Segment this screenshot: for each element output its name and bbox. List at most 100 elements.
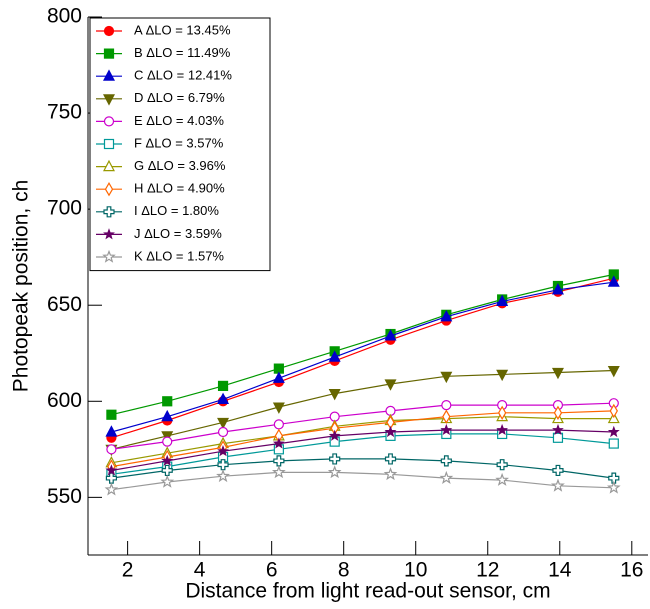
- series-line: [111, 281, 614, 433]
- marker: [441, 400, 452, 411]
- marker: [104, 482, 119, 496]
- marker: [106, 444, 117, 455]
- marker: [607, 365, 620, 378]
- marker: [552, 432, 564, 443]
- marker: [328, 429, 341, 441]
- marker: [272, 402, 285, 414]
- x-tick-label: 16: [620, 559, 643, 582]
- marker: [440, 423, 453, 436]
- marker: [496, 423, 508, 436]
- series-line: [111, 410, 614, 468]
- marker: [439, 470, 454, 485]
- marker: [496, 369, 509, 382]
- marker: [384, 379, 397, 391]
- marker: [383, 467, 398, 481]
- marker: [217, 459, 229, 471]
- marker: [552, 423, 564, 436]
- marker: [217, 445, 229, 457]
- marker: [105, 472, 118, 484]
- marker: [384, 425, 397, 438]
- marker: [106, 409, 117, 420]
- series: [105, 365, 620, 457]
- marker: [273, 419, 284, 430]
- marker: [607, 425, 620, 438]
- marker: [607, 275, 620, 287]
- legend-marker: [103, 48, 115, 59]
- series: [104, 465, 621, 496]
- legend-text: H ΔLO = 4.90%: [134, 181, 225, 196]
- series: [105, 423, 620, 476]
- marker: [216, 468, 230, 483]
- marker: [271, 465, 286, 479]
- marker: [442, 409, 451, 424]
- legend-marker: [103, 138, 115, 150]
- marker: [162, 436, 173, 447]
- marker: [551, 367, 564, 380]
- marker: [105, 425, 118, 437]
- series-line: [111, 433, 614, 475]
- x-tick-label: 4: [194, 559, 206, 582]
- marker: [384, 453, 397, 465]
- marker: [329, 453, 341, 465]
- marker: [273, 455, 285, 467]
- series-line: [111, 471, 614, 491]
- marker: [162, 396, 173, 407]
- marker: [272, 437, 285, 449]
- series: [106, 269, 619, 420]
- legend: A ΔLO = 13.45% B ΔLO = 11.49% C ΔLO = 12.4…: [89, 17, 271, 272]
- series-line: [111, 416, 614, 464]
- marker: [553, 405, 563, 421]
- marker: [327, 465, 342, 479]
- y-tick-label: 750: [47, 101, 82, 124]
- marker: [217, 392, 230, 404]
- y-tick-label: 550: [47, 485, 82, 508]
- legend-text: F ΔLO = 3.57%: [134, 135, 224, 150]
- series-line: [111, 402, 614, 450]
- legend-text: C ΔLO = 12.41%: [134, 68, 232, 83]
- y-tick-label: 800: [47, 5, 82, 28]
- marker: [160, 474, 175, 488]
- legend-marker: [103, 228, 115, 240]
- x-tick-label: 6: [266, 559, 278, 582]
- legend-text: B ΔLO = 11.49%: [134, 45, 231, 60]
- marker: [440, 309, 453, 322]
- legend-marker: [104, 182, 114, 197]
- x-axis-title: Distance from light read-out sensor, cm: [185, 580, 550, 603]
- x-tick-label: 10: [404, 559, 427, 582]
- marker: [551, 283, 564, 295]
- legend-marker: [103, 94, 115, 106]
- y-axis-title: Photopeak position, ch: [10, 180, 33, 392]
- series: [105, 453, 620, 484]
- marker: [440, 455, 452, 467]
- marker: [161, 454, 174, 466]
- legend-marker: [103, 159, 115, 172]
- legend-text: J ΔLO = 3.59%: [134, 226, 222, 241]
- x-tick-label: 8: [338, 559, 350, 582]
- marker: [495, 472, 510, 486]
- legend-marker: [103, 206, 115, 218]
- marker: [217, 380, 229, 392]
- series-line: [111, 277, 614, 439]
- legend-text: I ΔLO = 1.80%: [134, 203, 219, 218]
- y-tick-label: 700: [47, 197, 82, 220]
- x-tick-label: 2: [122, 559, 134, 582]
- x-tick-label: 14: [548, 559, 572, 582]
- series-line: [111, 369, 614, 450]
- legend-text: E ΔLO = 4.03%: [134, 113, 224, 128]
- marker: [328, 389, 341, 401]
- series: [105, 275, 620, 437]
- marker: [552, 464, 564, 477]
- series: [106, 273, 619, 443]
- marker: [440, 371, 453, 384]
- marker: [217, 417, 230, 430]
- x-tick-label: 12: [476, 559, 499, 582]
- marker: [272, 371, 285, 383]
- marker: [608, 472, 620, 484]
- series-line: [111, 429, 614, 472]
- series-line: [111, 458, 614, 479]
- marker: [161, 464, 173, 477]
- legend-text: A ΔLO = 13.45%: [134, 22, 231, 37]
- marker: [328, 350, 341, 362]
- legend-marker: [102, 249, 116, 263]
